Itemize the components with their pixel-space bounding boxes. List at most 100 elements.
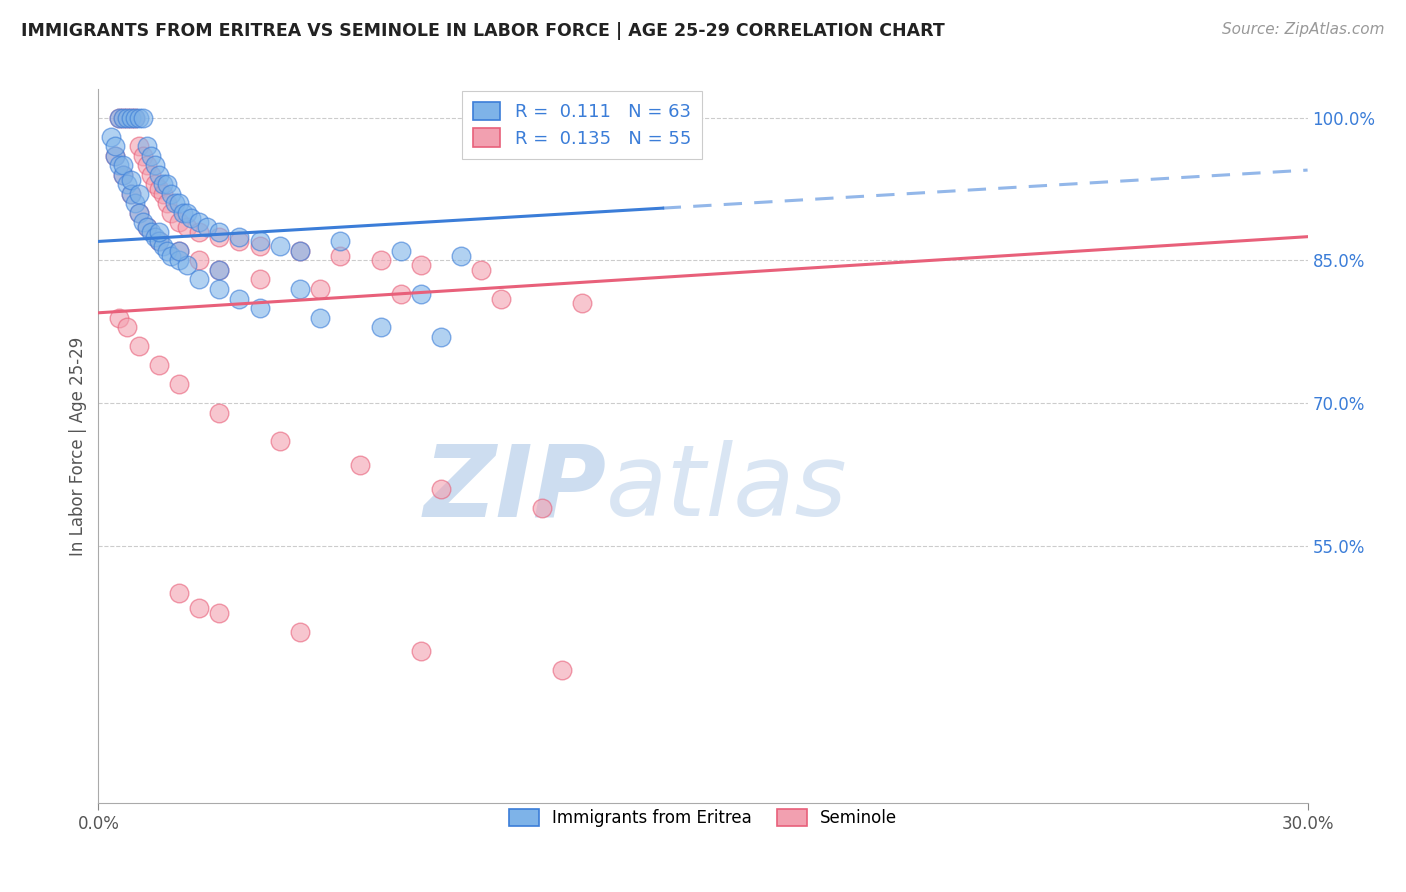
Point (135, 158, 157, 172)
Point (143, 158, 166, 172)
Point (143, 229, 166, 244)
Point (329, 235, 352, 249)
Point (188, 253, 211, 268)
Point (160, 206, 183, 220)
Point (208, 229, 231, 244)
Point (107, 310, 129, 325)
Point (188, 225, 211, 239)
Point (124, 196, 146, 211)
Point (152, 178, 174, 192)
Point (172, 206, 194, 220)
Point (103, 139, 125, 153)
Point (470, 263, 492, 277)
Point (176, 206, 198, 220)
Point (128, 206, 150, 220)
Point (135, 220, 157, 235)
Point (111, 111, 134, 125)
Point (160, 186, 183, 201)
Point (188, 272, 211, 286)
Point (139, 149, 162, 163)
Point (156, 244, 179, 258)
Point (288, 624, 311, 639)
Point (571, 296, 593, 310)
Point (148, 225, 170, 239)
Point (107, 111, 129, 125)
Point (551, 663, 574, 677)
Point (167, 253, 190, 268)
Point (208, 406, 231, 420)
Point (167, 244, 190, 258)
Legend: Immigrants from Eritrea, Seminole: Immigrants from Eritrea, Seminole (502, 802, 904, 834)
Point (111, 168, 134, 182)
Point (115, 111, 138, 125)
Point (409, 258, 432, 272)
Point (208, 225, 231, 239)
Point (180, 211, 202, 225)
Point (156, 196, 179, 211)
Point (115, 111, 138, 125)
Point (176, 258, 198, 272)
Text: ZIP: ZIP (423, 441, 606, 537)
Text: Source: ZipAtlas.com: Source: ZipAtlas.com (1222, 22, 1385, 37)
Point (530, 500, 553, 515)
Point (115, 320, 138, 334)
Point (409, 643, 432, 657)
Point (120, 172, 142, 186)
Point (132, 111, 155, 125)
Point (148, 182, 170, 196)
Point (269, 239, 291, 253)
Point (128, 206, 150, 220)
Point (167, 586, 190, 600)
Point (103, 149, 125, 163)
Point (167, 215, 190, 229)
Point (128, 339, 150, 353)
Point (491, 292, 513, 306)
Point (152, 239, 174, 253)
Point (160, 249, 183, 263)
Point (288, 282, 311, 296)
Point (120, 186, 142, 201)
Text: atlas: atlas (606, 441, 848, 537)
Point (120, 111, 142, 125)
Point (329, 249, 352, 263)
Point (148, 235, 170, 249)
Point (370, 253, 392, 268)
Point (249, 239, 271, 253)
Point (269, 434, 291, 449)
Point (107, 111, 129, 125)
Point (370, 320, 392, 334)
Point (124, 111, 146, 125)
Point (167, 244, 190, 258)
Point (128, 139, 150, 153)
Point (389, 244, 412, 258)
Point (132, 149, 155, 163)
Point (107, 158, 129, 172)
Point (249, 272, 271, 286)
Point (152, 186, 174, 201)
Point (288, 244, 311, 258)
Point (389, 286, 412, 301)
Point (111, 168, 134, 182)
Point (228, 235, 250, 249)
Point (208, 282, 231, 296)
Point (143, 178, 166, 192)
Point (176, 220, 198, 235)
Point (188, 600, 211, 615)
Point (195, 220, 218, 235)
Point (139, 168, 162, 182)
Point (228, 292, 250, 306)
Point (163, 196, 186, 211)
Point (139, 225, 162, 239)
Point (148, 168, 170, 182)
Point (249, 301, 271, 315)
Point (135, 139, 157, 153)
Point (208, 263, 231, 277)
Point (309, 282, 332, 296)
Point (135, 220, 157, 235)
Y-axis label: In Labor Force | Age 25-29: In Labor Force | Age 25-29 (69, 336, 87, 556)
Point (103, 149, 125, 163)
Point (430, 329, 453, 343)
Point (128, 186, 150, 201)
Point (132, 215, 155, 229)
Point (120, 186, 142, 201)
